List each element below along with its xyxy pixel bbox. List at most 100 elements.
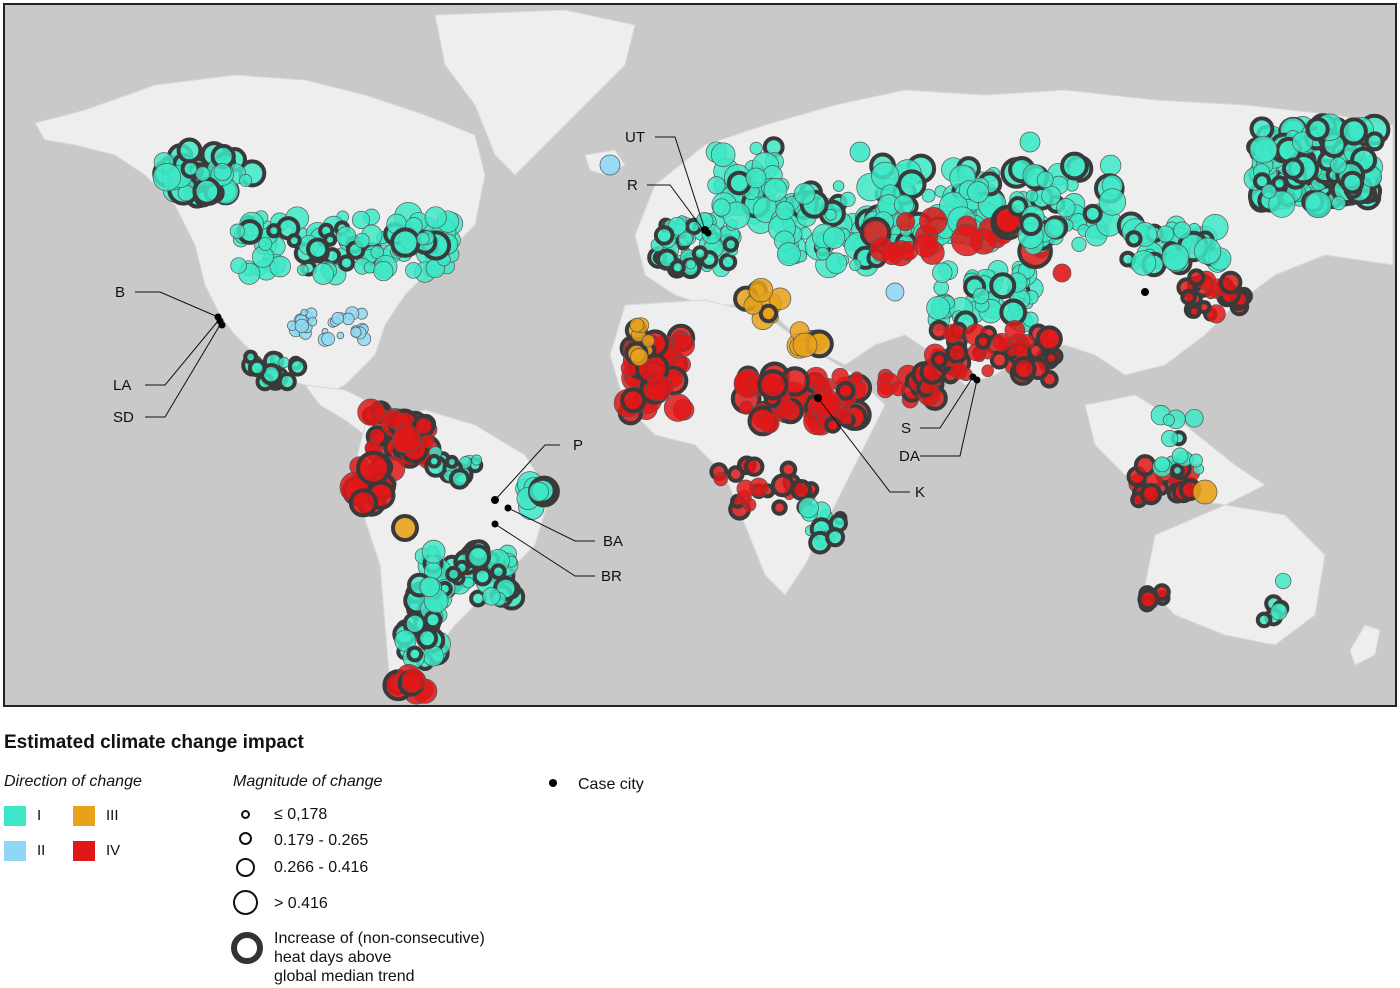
- impact-circle: [416, 232, 430, 246]
- case-city-da[interactable]: [973, 376, 981, 384]
- impact-circle: [286, 233, 302, 249]
- impact-circle: [850, 371, 864, 385]
- impact-circle: [1025, 189, 1039, 203]
- impact-circle: [1012, 356, 1037, 381]
- impact-circle: [266, 223, 282, 239]
- impact-circle: [930, 351, 948, 369]
- map-canvas: UT R B LA SD P BA BR S DA K: [34, 9, 1394, 705]
- impact-circle: [1268, 190, 1296, 218]
- impact-circle: [348, 488, 378, 518]
- leader-p: [494, 444, 560, 501]
- magnitude-label-1: ≤ 0,178: [274, 806, 328, 823]
- impact-circle: [745, 167, 767, 189]
- impact-circle: [825, 252, 848, 275]
- impact-circle: [350, 326, 362, 338]
- impact-circle: [287, 357, 308, 377]
- impact-circle: [1041, 185, 1061, 206]
- impact-circle: [405, 262, 422, 279]
- impact-circle: [663, 393, 692, 422]
- impact-circle: [1125, 230, 1143, 248]
- impact-circle: [1330, 156, 1347, 174]
- impact-circle: [757, 369, 789, 401]
- impact-circle: [323, 232, 338, 247]
- impact-circle: [871, 161, 900, 190]
- impact-circle: [1162, 414, 1175, 427]
- impact-circle: [373, 261, 394, 282]
- impact-circle: [1282, 157, 1305, 180]
- impact-circle: [989, 350, 1010, 370]
- impact-circle: [1339, 117, 1368, 146]
- impact-circle: [1043, 350, 1059, 366]
- impact-circle: [1161, 243, 1190, 271]
- impact-circle: [354, 232, 370, 249]
- impact-circle: [736, 479, 755, 498]
- impact-circle: [1044, 218, 1065, 239]
- heat-days-label-line2: heat days above: [274, 949, 392, 966]
- impact-circle: [278, 356, 290, 369]
- impact-circle: [744, 456, 765, 477]
- impact-circle: [849, 141, 871, 163]
- direction-of-change-title: Direction of change: [4, 773, 142, 790]
- impact-circle: [1275, 572, 1292, 590]
- direction-iii-label: III: [106, 807, 119, 824]
- impact-circle: [423, 610, 443, 630]
- case-city-p[interactable]: [491, 496, 499, 504]
- land-greenland: [434, 9, 636, 176]
- city-label-s: S: [901, 420, 911, 437]
- swatch-direction-iv: [73, 841, 95, 861]
- case-city-ba[interactable]: [504, 504, 512, 512]
- impact-circle: [1261, 183, 1277, 199]
- impact-circle: [307, 316, 318, 327]
- impact-circle: [1364, 131, 1385, 152]
- impact-circle: [989, 272, 1017, 300]
- swatch-direction-ii: [4, 841, 26, 861]
- impact-circle: [393, 425, 422, 454]
- impact-circle: [195, 166, 211, 182]
- impact-circle: [1187, 268, 1206, 287]
- impact-circle: [739, 400, 754, 415]
- impact-circle: [357, 398, 385, 426]
- case-city-sd[interactable]: [218, 321, 226, 329]
- impact-circle: [775, 201, 795, 221]
- impact-circle: [213, 163, 232, 182]
- impact-circle: [771, 499, 788, 516]
- magnitude-label-4: > 0.416: [274, 895, 328, 912]
- impact-circle: [669, 259, 686, 276]
- impact-circle: [812, 388, 841, 418]
- impact-circle: [722, 236, 739, 253]
- case-city-beijing-dot[interactable]: [1141, 288, 1149, 296]
- heat-days-label-line3: global median trend: [274, 968, 415, 985]
- impact-circle: [342, 312, 355, 326]
- magnitude-of-change-title: Magnitude of change: [233, 773, 383, 790]
- impact-circle: [950, 362, 968, 380]
- impact-circle: [445, 565, 462, 583]
- direction-iv-label: IV: [106, 842, 121, 859]
- impact-circle: [1036, 171, 1054, 189]
- impact-circle: [641, 334, 655, 348]
- leader-ut: [655, 136, 706, 231]
- impact-circle: [945, 341, 969, 364]
- heat-days-circle: [231, 932, 263, 964]
- case-city-br[interactable]: [491, 520, 499, 528]
- impact-circle: [1170, 463, 1185, 478]
- leader-ba: [507, 507, 595, 542]
- impact-circle: [247, 358, 267, 378]
- magnitude-label-3: 0.266 - 0.416: [274, 859, 369, 876]
- impact-circle: [1130, 250, 1157, 276]
- impact-circle: [1056, 198, 1076, 218]
- impact-circle: [1137, 588, 1160, 611]
- impact-circle: [793, 183, 816, 205]
- impact-circle: [258, 236, 273, 251]
- leader-br: [494, 523, 595, 577]
- impact-circle: [981, 364, 994, 378]
- impact-circle: [777, 242, 801, 266]
- city-labels: UT R B LA SD P BA BR S DA K: [113, 129, 925, 585]
- direction-i-label: I: [37, 807, 42, 824]
- impact-circle: [294, 318, 309, 333]
- case-city-r[interactable]: [704, 229, 712, 237]
- case-city-k[interactable]: [814, 394, 822, 402]
- impact-circle: [1331, 195, 1346, 211]
- impact-circle: [1292, 131, 1314, 153]
- case-city-legend-label: Case city: [578, 776, 644, 793]
- impact-circle: [880, 241, 904, 266]
